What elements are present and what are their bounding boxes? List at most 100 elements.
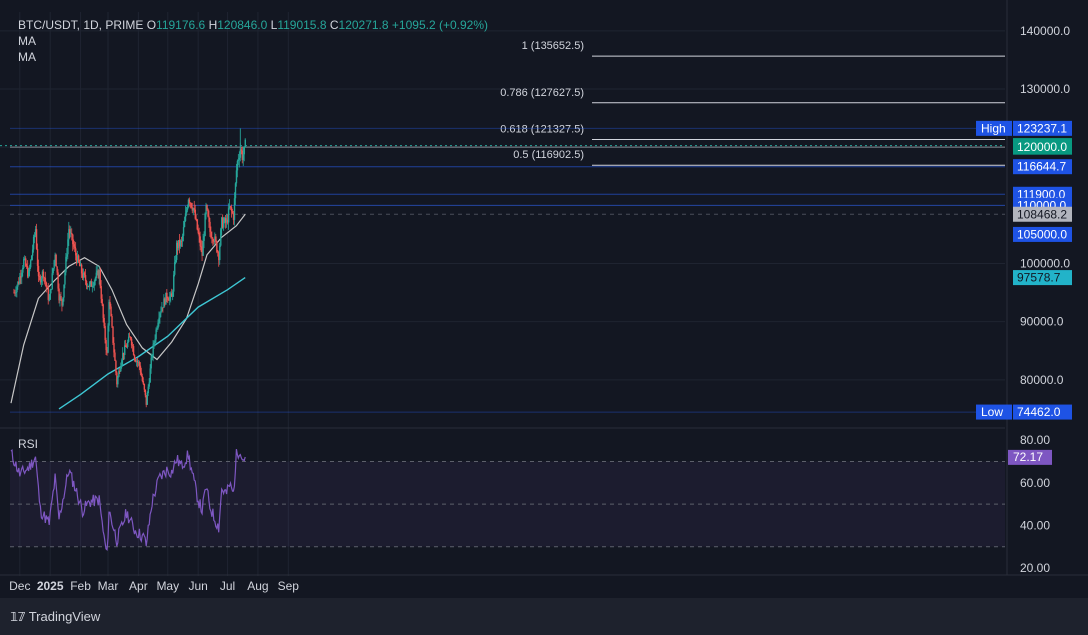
candle-body-down [69,229,71,234]
symbol-title[interactable]: BTC/USDT, 1D, PRIME [18,18,144,32]
candle-body-down [128,336,131,338]
candle-body-down [142,381,145,384]
price-axis[interactable]: 140000.0 130000.0 100000.0 90000.0 80000.0 80… [1008,24,1070,575]
candle-body-up [161,307,163,312]
candle-body-down [171,293,173,297]
candle-body-down [197,229,199,233]
candle-body-down [190,203,193,208]
candle-body-down [123,352,125,356]
candle-body-up [24,258,26,260]
chart-legend: BTC/USDT, 1D, PRIME O119176.6 H120846.0 … [18,17,488,65]
candle-body-up [150,357,152,369]
candle-body-down [83,272,86,276]
candle-body-down [20,276,22,278]
candle-body-down [191,207,194,211]
tradingview-logo-icon: 𝟙𝟟 [10,609,26,624]
candle-body-up [40,278,43,283]
candle-body-down [39,276,42,283]
candle-body-down [14,292,16,294]
candle-body-up [203,235,205,241]
candle-body-down [138,362,141,366]
price-tag-label-box [976,404,1012,420]
candle-body-down [225,218,227,223]
candle-body-up [146,393,148,405]
candle-body-down [103,317,105,327]
tradingview-brand[interactable]: 𝟙𝟟 TradingView [10,609,100,624]
candle-body-down [106,350,108,353]
candle-body-up [68,229,70,240]
candle-body-up [15,292,17,293]
candle-body-up [59,296,61,301]
price-tag [1013,226,1072,242]
candle-body-up [163,298,165,308]
candle-body-up [147,386,149,394]
candle-body-up [202,240,204,256]
price-tag-value: 120000.0 [1017,140,1067,154]
candle-body-down [201,246,203,256]
candle-body-up [148,382,150,387]
candle-body-up [16,286,18,293]
candle-body-up [225,219,228,223]
rsi-overbought-band [10,461,1005,548]
candle-body-down [78,261,81,267]
candle-body-down [198,232,200,237]
candle-body-down [129,336,132,339]
candle-body-up [220,229,222,246]
candle-body-down [229,206,232,208]
candle-body-down [102,304,104,318]
open-label: O [146,18,157,32]
candle-body-down [81,273,84,278]
candle-body-down [226,219,229,223]
price-tag [1013,404,1072,420]
candle-body-down [71,232,73,235]
candle-body-down [167,298,169,300]
candle-body-down [114,352,116,361]
rsi-title[interactable]: RSI [18,437,39,451]
candle-body-up [137,362,140,363]
candle-body-down [105,340,107,351]
brand-name: TradingView [28,609,101,624]
rsi-indicator [10,448,246,551]
time-axis-label: Mar [98,579,119,593]
candle-body-down [37,265,40,277]
candle-body-up [89,281,92,285]
candle-body-up [64,272,66,285]
candle-body-down [145,395,148,405]
price-tag-value: 111900.0 [1017,187,1066,201]
candle-body-down [35,229,38,249]
candle-body-up [22,267,24,273]
candle-body-up [127,341,129,347]
ohlc-row: BTC/USDT, 1D, PRIME O119176.6 H120846.0 … [18,17,488,33]
candle-body-down [45,282,48,288]
candle-body-down [217,251,219,253]
candle-body-down [231,211,234,214]
time-axis-label: May [156,579,179,593]
candle-body-down [144,389,147,396]
price-tag [1013,270,1072,286]
candle-body-up [31,249,34,256]
candle-body-down [141,376,144,382]
candle-body-up [65,256,67,273]
candle-body-up [174,262,176,275]
price-axis-label: 80000.0 [1020,373,1064,387]
candle-body-up [82,272,85,278]
candle-body-down [111,316,113,327]
candle-body-down [209,221,211,232]
candle-body-up [184,213,187,222]
candle-body-down [230,207,233,212]
candle-body-down [36,248,39,266]
candle-body-down [213,241,215,243]
candle-body-down [210,231,212,238]
ma-indicator-label-2[interactable]: MA [18,50,36,64]
candle-body-up [173,274,175,292]
candle-body-up [223,221,225,228]
candle-body-up [172,291,174,297]
rsi-axis-label: 20.00 [1020,561,1050,575]
candle-body-down [166,292,168,299]
ma-indicator-label-1[interactable]: MA [18,34,36,48]
candle-body-down [75,248,77,256]
time-axis[interactable]: Dec 2025 Feb Mar Apr May Jun Jul Aug Sep [9,579,299,593]
candle-body-up [53,260,55,269]
low-label: L [270,18,278,32]
